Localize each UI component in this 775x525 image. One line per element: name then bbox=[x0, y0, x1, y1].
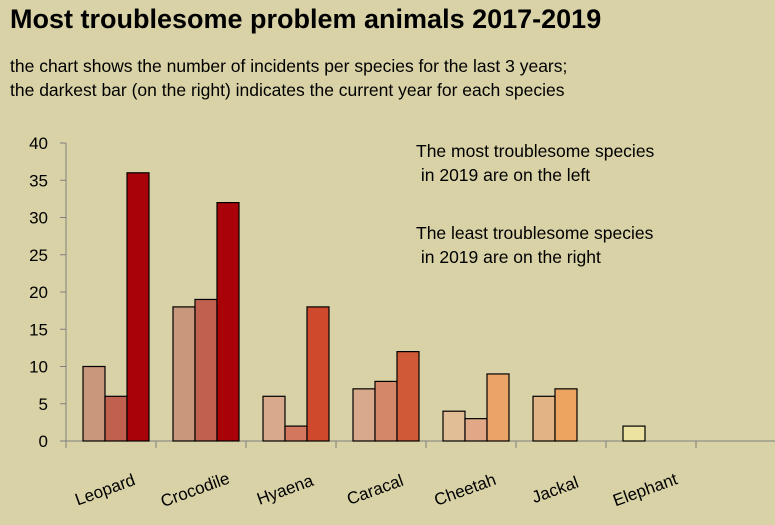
bar-leopard-2 bbox=[104, 395, 128, 442]
bar-leopard-1 bbox=[82, 365, 106, 442]
annotation-line: The least troublesome species bbox=[416, 223, 654, 243]
y-tick-label: 25 bbox=[29, 246, 48, 265]
y-tick-label: 5 bbox=[39, 395, 48, 414]
x-category-label-hyaena: Hyaena bbox=[254, 471, 316, 509]
bar-crocodile-2 bbox=[194, 298, 218, 442]
chart-subtitle: the chart shows the number of incidents … bbox=[10, 54, 567, 102]
x-category-label-caracal: Caracal bbox=[344, 471, 406, 509]
bar-cheetah-1 bbox=[442, 410, 466, 442]
x-category-label-leopard: Leopard bbox=[73, 470, 138, 509]
annotation-most-troublesome: The most troublesome species in 2019 are… bbox=[416, 139, 654, 187]
subtitle-line-2: the darkest bar (on the right) indicates… bbox=[10, 80, 565, 100]
y-tick-label: 10 bbox=[29, 358, 48, 377]
subtitle-line-1: the chart shows the number of incidents … bbox=[10, 56, 568, 76]
y-tick-label: 15 bbox=[29, 320, 48, 339]
annotation-line: in 2019 are on the left bbox=[416, 165, 591, 185]
bar-cheetah-2 bbox=[464, 418, 488, 442]
annotation-line: The most troublesome species bbox=[416, 141, 655, 161]
annotation-least-troublesome: The least troublesome species in 2019 ar… bbox=[416, 221, 653, 269]
bar-hyaena-2 bbox=[284, 425, 308, 442]
bar-elephant-1 bbox=[622, 425, 646, 442]
bar-jackal-1 bbox=[532, 395, 556, 442]
bar-crocodile-3 bbox=[216, 202, 240, 442]
x-category-label-crocodile: Crocodile bbox=[158, 469, 232, 511]
x-category-label-elephant: Elephant bbox=[610, 469, 680, 510]
bar-cheetah-3 bbox=[486, 373, 510, 442]
bar-caracal-2 bbox=[374, 380, 398, 442]
bar-leopard-3 bbox=[126, 172, 150, 442]
bar-hyaena-1 bbox=[262, 395, 286, 442]
y-tick-label: 20 bbox=[29, 283, 48, 302]
y-tick-label: 0 bbox=[39, 432, 48, 451]
x-category-label-cheetah: Cheetah bbox=[432, 470, 499, 510]
x-category-label-jackal: Jackal bbox=[529, 473, 581, 507]
y-tick-label: 40 bbox=[29, 134, 48, 153]
annotation-line: in 2019 are on the right bbox=[416, 247, 601, 267]
bar-hyaena-3 bbox=[306, 306, 330, 442]
bar-jackal-2 bbox=[554, 388, 578, 442]
bar-caracal-3 bbox=[396, 351, 420, 442]
bar-caracal-1 bbox=[352, 388, 376, 442]
y-tick-label: 35 bbox=[29, 171, 48, 190]
chart-title: Most troublesome problem animals 2017-20… bbox=[10, 4, 602, 34]
y-tick-label: 30 bbox=[29, 209, 48, 228]
bar-crocodile-1 bbox=[172, 306, 196, 442]
